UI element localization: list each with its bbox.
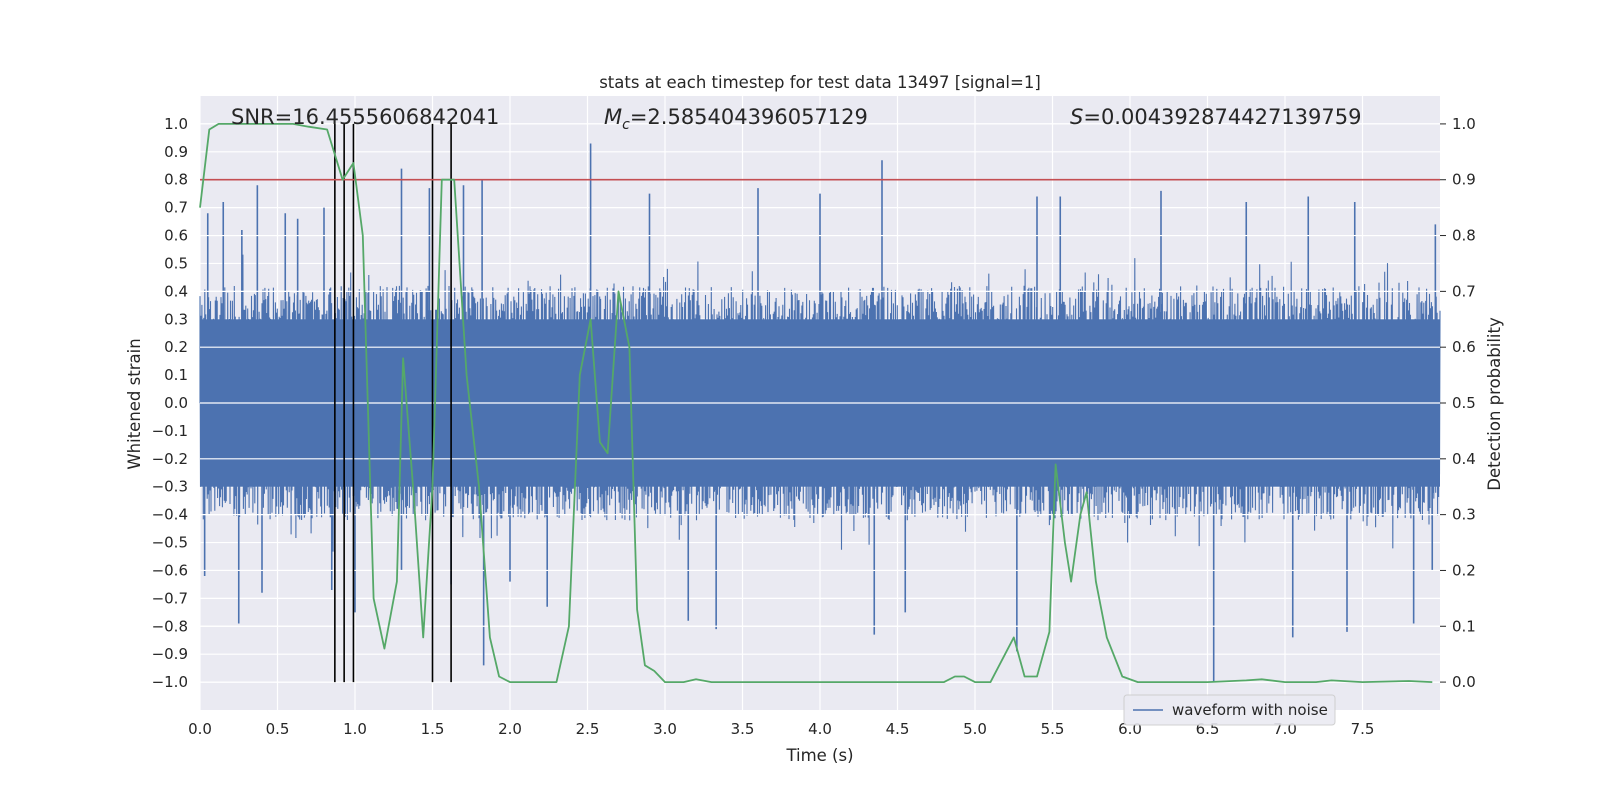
snr-annotation: SNR=16.4555606842041 (231, 105, 499, 129)
x-tick-label: 0.5 (266, 720, 290, 738)
vertical-markers (334, 123, 452, 683)
detection-probability-layer (199, 123, 1433, 683)
x-tick-label: 5.5 (1041, 720, 1065, 738)
x-axis-label: Time (s) (785, 746, 853, 765)
x-tick-label: 3.0 (653, 720, 677, 738)
x-tick-label: 2.0 (498, 720, 522, 738)
x-tick-label: 2.5 (576, 720, 600, 738)
y-tick-label: 0.6 (164, 227, 188, 245)
s-value: =0.004392874427139759 (1083, 105, 1361, 129)
x-tick-label: 1.5 (421, 720, 445, 738)
y-axis-left: 1.0 0.9 0.8 0.7 0.6 0.5 0.4 0.3 0.2 0.1 0.0 −0.1 −0.… (152, 115, 188, 691)
y-axis-right: 1.0 0.9 0.8 0.7 0.6 0.5 0.4 0.3 0.2 0.1 0.0 (1440, 115, 1476, 691)
y-tick-label: 0.4 (164, 282, 188, 300)
mc-symbol: M (604, 105, 622, 129)
s-annotation: S=0.004392874427139759 (1070, 105, 1361, 129)
y2-tick-label: 0.0 (1452, 673, 1476, 691)
y2-tick-label: 0.1 (1452, 617, 1476, 635)
x-tick-label: 1.0 (343, 720, 367, 738)
y2-tick-label: 0.6 (1452, 338, 1476, 356)
y2-tick-label: 0.9 (1452, 171, 1476, 189)
y-tick-label: 0.2 (164, 338, 188, 356)
chart-title: stats at each timestep for test data 134… (599, 73, 1041, 92)
y-tick-label: −0.4 (152, 506, 188, 524)
x-tick-label: 4.0 (808, 720, 832, 738)
y-tick-label: 0.1 (164, 366, 188, 384)
x-tick-label: 0.0 (188, 720, 212, 738)
y2-tick-label: 0.5 (1452, 394, 1476, 412)
y-tick-label: −0.9 (152, 645, 188, 663)
y-tick-label: 0.5 (164, 254, 188, 272)
y-tick-label: 1.0 (164, 115, 188, 133)
mc-subscript: c (622, 117, 630, 133)
y2-tick-label: 0.3 (1452, 506, 1476, 524)
y2-tick-label: 1.0 (1452, 115, 1476, 133)
legend: waveform with noise (1123, 694, 1336, 726)
y-tick-label: −0.3 (152, 478, 188, 496)
x-axis: 0.0 0.5 1.0 1.5 2.0 2.5 3.0 3.5 4.0 4.5 5.0 5.5 6.0 6… (188, 720, 1374, 738)
legend-label: waveform with noise (1172, 701, 1328, 719)
y-tick-label: −1.0 (152, 673, 188, 691)
x-tick-label: 4.5 (886, 720, 910, 738)
y2-axis-label: Detection probability (1485, 317, 1504, 491)
y-tick-label: 0.9 (164, 143, 188, 161)
y2-tick-label: 0.7 (1452, 282, 1476, 300)
y-tick-label: −0.8 (152, 617, 188, 635)
y-tick-label: −0.2 (152, 450, 188, 468)
legend-box (1123, 694, 1336, 726)
y-tick-label: 0.7 (164, 199, 188, 217)
detection-probability-line (199, 123, 1433, 683)
x-tick-label: 5.0 (963, 720, 987, 738)
y-tick-label: 0.0 (164, 394, 188, 412)
mc-value: =2.585404396057129 (630, 105, 868, 129)
y-tick-label: −0.7 (152, 589, 188, 607)
y-tick-label: 0.8 (164, 171, 188, 189)
y-axis-label: Whitened strain (125, 338, 144, 469)
y-tick-label: −0.5 (152, 534, 188, 552)
y-tick-label: 0.3 (164, 310, 188, 328)
y-tick-label: −0.1 (152, 422, 188, 440)
x-tick-label: 7.5 (1351, 720, 1375, 738)
y2-tick-label: 0.2 (1452, 561, 1476, 579)
y2-tick-label: 0.8 (1452, 227, 1476, 245)
y2-tick-label: 0.4 (1452, 450, 1476, 468)
x-tick-label: 3.5 (731, 720, 755, 738)
y-tick-label: −0.6 (152, 561, 188, 579)
s-symbol: S (1070, 105, 1083, 129)
chirp-mass-annotation: Mc=2.585404396057129 (604, 105, 868, 133)
